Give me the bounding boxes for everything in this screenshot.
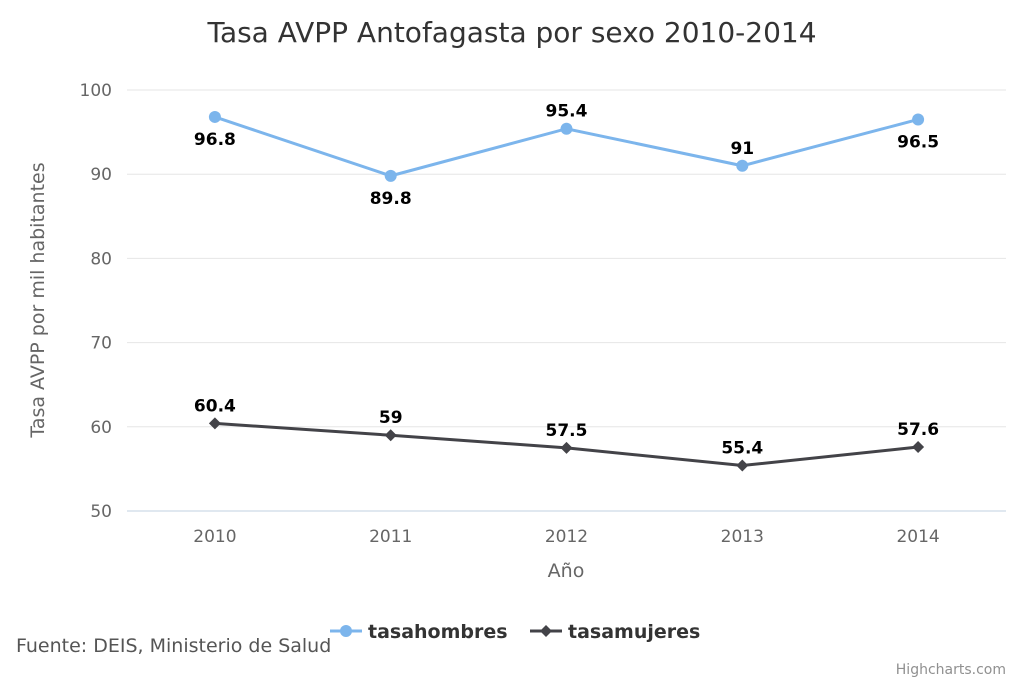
- data-label: 57.5: [546, 421, 588, 441]
- data-label: 96.5: [897, 132, 939, 152]
- y-tick-label: 100: [80, 81, 112, 101]
- data-label: 55.4: [721, 439, 763, 459]
- data-label: 89.8: [370, 189, 412, 209]
- legend-marker: [340, 625, 352, 637]
- legend[interactable]: tasahombres tasamujeres: [330, 621, 700, 643]
- series-tasahombres[interactable]: 96.8 89.8 95.4 91 96.5: [194, 102, 939, 209]
- data-point[interactable]: [912, 113, 925, 126]
- data-label: 57.6: [897, 420, 939, 440]
- data-label: 91: [730, 139, 754, 159]
- data-point[interactable]: [560, 441, 573, 454]
- data-point[interactable]: [208, 417, 221, 430]
- data-label: 95.4: [546, 102, 588, 122]
- legend-marker: [540, 625, 552, 637]
- credits-link[interactable]: Highcharts.com: [896, 662, 1006, 678]
- x-tick-label: 2013: [721, 527, 764, 547]
- data-point[interactable]: [384, 429, 397, 442]
- y-tick-label: 70: [90, 334, 112, 354]
- x-tick-label: 2011: [369, 527, 412, 547]
- x-tick-label: 2012: [545, 527, 588, 547]
- data-label: 59: [379, 408, 403, 428]
- data-point[interactable]: [208, 110, 221, 123]
- legend-item-tasahombres[interactable]: tasahombres: [330, 621, 508, 643]
- data-point[interactable]: [736, 459, 749, 472]
- y-tick-label: 60: [90, 418, 112, 438]
- data-label: 96.8: [194, 130, 236, 150]
- y-tick-label: 90: [90, 165, 112, 185]
- legend-label: tasahombres: [368, 621, 508, 643]
- x-tick-label: 2014: [896, 527, 939, 547]
- data-label: 60.4: [194, 396, 236, 416]
- y-tick-label: 80: [90, 249, 112, 269]
- x-axis-label: Año: [548, 560, 585, 582]
- chart-title: Tasa AVPP Antofagasta por sexo 2010-2014: [206, 16, 816, 49]
- x-tick-label: 2010: [193, 527, 236, 547]
- legend-item-tasamujeres[interactable]: tasamujeres: [530, 621, 700, 643]
- y-tick-label: 50: [90, 502, 112, 522]
- y-axis-label: Tasa AVPP por mil habitantes: [27, 162, 49, 438]
- series-group: 96.8 89.8 95.4 91 96.5 60.4 59 57.5 55.4 57.6: [194, 102, 939, 472]
- y-axis-ticks: 50 60 70 80 90 100: [80, 81, 112, 522]
- series-tasamujeres[interactable]: 60.4 59 57.5 55.4 57.6: [194, 396, 939, 472]
- data-point[interactable]: [560, 122, 573, 135]
- data-point[interactable]: [912, 441, 925, 454]
- data-point[interactable]: [384, 169, 397, 182]
- data-point[interactable]: [736, 159, 749, 172]
- source-note: Fuente: DEIS, Ministerio de Salud: [16, 635, 331, 657]
- x-axis-ticks: 2010 2011 2012 2013 2014: [193, 527, 939, 547]
- legend-label: tasamujeres: [568, 621, 700, 643]
